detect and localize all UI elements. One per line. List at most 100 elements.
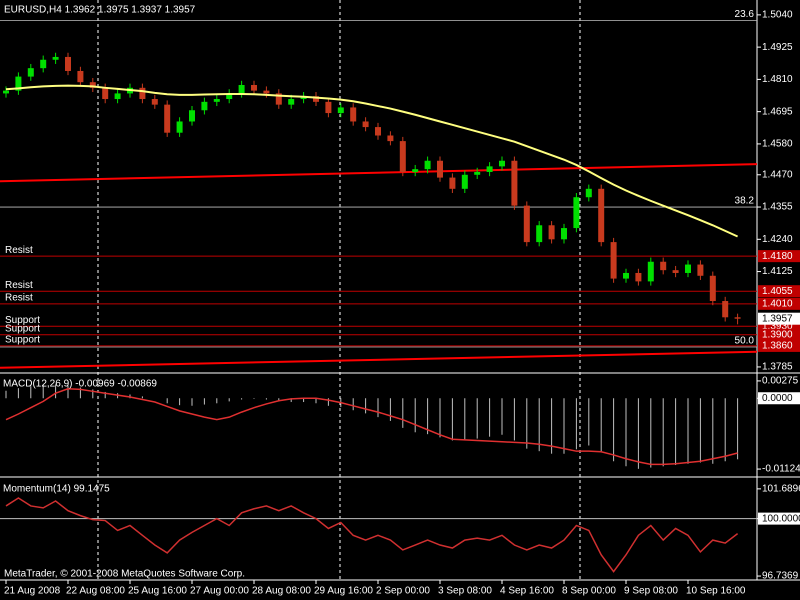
candle-body — [226, 93, 233, 100]
x-tick-label: 10 Sep 16:00 — [686, 586, 746, 597]
x-tick-label: 9 Sep 08:00 — [624, 586, 678, 597]
y-tick-label: 0.0000 — [762, 393, 793, 404]
candle-body — [375, 127, 381, 136]
candle-body — [189, 110, 195, 122]
candle-body — [114, 93, 121, 100]
level-price: 1.4180 — [762, 251, 793, 262]
candle-body — [499, 160, 505, 167]
fib-label: 38.2 — [735, 196, 755, 207]
x-tick-label: 28 Aug 08:00 — [252, 586, 311, 597]
candle-body — [523, 205, 530, 243]
y-tick-label: 1.4125 — [762, 266, 793, 277]
candle-body — [337, 107, 344, 114]
y-tick-label: 101.6896 — [762, 484, 800, 495]
candle-body — [635, 272, 642, 282]
candle-body — [647, 261, 654, 282]
macd-title: MACD(12,26,9) -0.00969 -0.00869 — [3, 379, 157, 390]
candle-body — [176, 121, 183, 133]
candle-body — [709, 275, 716, 302]
x-tick-label: 21 Aug 2008 — [4, 586, 61, 597]
copyright: MetaTrader, © 2001-2008 MetaQuotes Softw… — [4, 569, 245, 580]
candle-body — [52, 56, 59, 60]
signal-line — [5, 388, 738, 466]
x-tick-label: 25 Aug 16:00 — [128, 586, 187, 597]
trendline — [0, 350, 758, 369]
x-tick-label: 2 Sep 00:00 — [376, 586, 430, 597]
y-tick-label: 100.0000 — [762, 513, 800, 524]
candle-body — [77, 70, 84, 83]
candle-body — [387, 135, 394, 142]
level-price-box — [758, 285, 800, 298]
level-label: Support — [5, 315, 40, 326]
candle-body — [325, 101, 332, 114]
y-tick-label: 0.00275 — [762, 376, 799, 387]
tick-box — [758, 392, 800, 405]
level-price: 1.4010 — [762, 298, 793, 309]
level-price-box — [758, 250, 800, 263]
level-price: 1.4055 — [762, 286, 793, 297]
candle-body — [288, 99, 295, 105]
x-tick-label: 22 Aug 08:00 — [66, 586, 125, 597]
candle-body — [313, 96, 319, 102]
x-tick-label: 4 Sep 16:00 — [500, 586, 554, 597]
level-label: Resist — [5, 245, 33, 256]
x-tick-label: 3 Sep 08:00 — [438, 586, 492, 597]
level-label: Resist — [5, 292, 33, 303]
level-price: 1.3930 — [762, 321, 793, 332]
y-tick-label: 1.4470 — [762, 169, 793, 180]
candle-body — [65, 56, 71, 71]
candle-body — [201, 101, 208, 111]
candle-body — [27, 68, 34, 77]
candle-body — [672, 270, 679, 273]
level-price-box — [758, 297, 800, 310]
candle-body — [697, 264, 704, 276]
candle-body — [251, 85, 257, 91]
moving-average — [5, 84, 739, 238]
candle-body — [362, 121, 369, 128]
momentum-line — [5, 497, 739, 573]
candle-body — [15, 76, 22, 91]
candle-body — [585, 188, 592, 198]
y-tick-label: 1.4580 — [762, 139, 793, 150]
y-tick-label: 1.3785 — [762, 362, 793, 373]
candle-body — [238, 85, 245, 94]
candle-body — [598, 188, 605, 243]
candle-body — [164, 104, 171, 133]
x-tick-label: 8 Sep 00:00 — [562, 586, 616, 597]
candle-body — [573, 197, 580, 229]
candle-body — [412, 169, 419, 172]
candle-body — [89, 82, 96, 88]
candle-body — [685, 264, 691, 273]
candle-body — [139, 87, 146, 100]
level-price-box — [758, 339, 800, 352]
last-price-box — [758, 312, 800, 325]
candle-body — [263, 90, 270, 94]
y-tick-label: 1.4810 — [762, 74, 793, 85]
x-tick-label: 27 Aug 00:00 — [190, 586, 249, 597]
candle-body — [151, 99, 158, 105]
candle-body — [275, 93, 282, 105]
y-tick-label: 96.7369 — [762, 571, 799, 582]
candle-body — [486, 166, 493, 172]
candle-body — [536, 225, 543, 243]
candle-body — [3, 90, 9, 94]
chart-title: EURUSD,H4 1.3962 1.3975 1.3937 1.3957 — [4, 5, 196, 16]
y-tick-label: 1.4355 — [762, 202, 793, 213]
level-label: Support — [5, 335, 40, 346]
level-label: Resist — [5, 280, 33, 291]
level-price-box — [758, 328, 800, 341]
tick-box — [758, 512, 800, 525]
candle-body — [548, 225, 555, 240]
candle-body — [399, 141, 406, 172]
level-label: Support — [5, 323, 40, 334]
candle-body — [561, 228, 567, 240]
last-price: 1.3957 — [762, 313, 793, 324]
candle-body — [424, 160, 431, 170]
y-tick-label: 1.4695 — [762, 106, 793, 117]
candle-body — [734, 317, 741, 319]
x-tick-label: 29 Aug 16:00 — [314, 586, 373, 597]
candle-body — [437, 160, 443, 178]
trendline — [0, 163, 758, 183]
fib-label: 23.6 — [735, 9, 755, 20]
candle-body — [623, 272, 629, 279]
